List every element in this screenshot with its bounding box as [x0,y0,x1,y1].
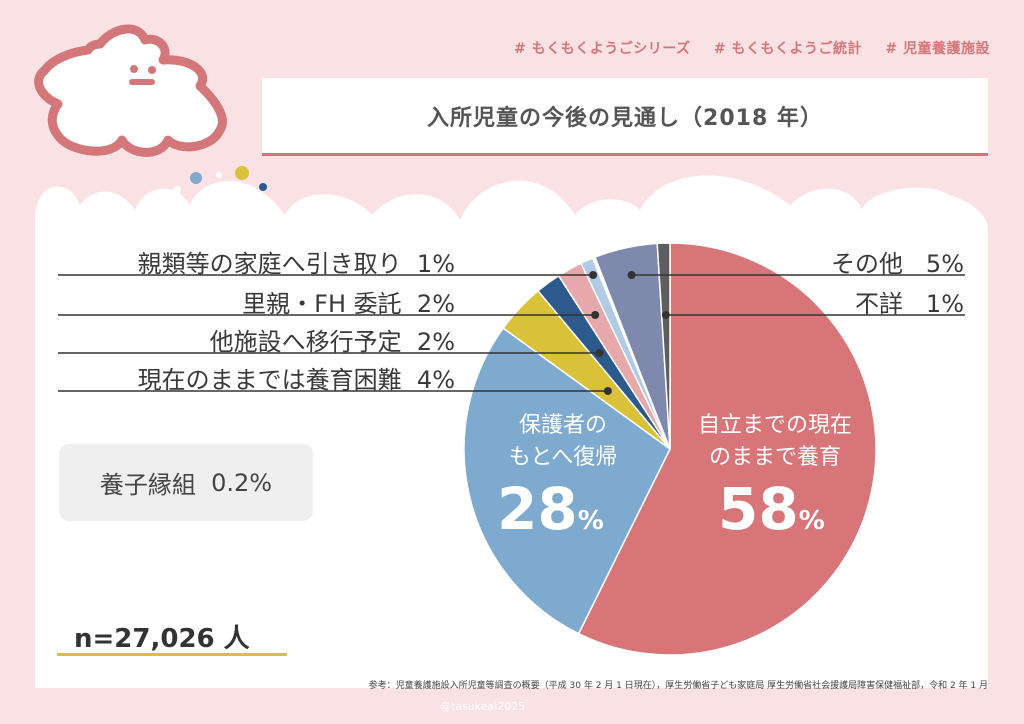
title-box: 入所児童の今後の見通し（2018 年） [262,78,988,156]
chart-title: 入所児童の今後の見通し（2018 年） [427,105,823,131]
label-other-facility: 他施設へ移行予定 2% [209,328,455,356]
pie-slice [656,242,671,450]
leader-dot [589,271,598,279]
mascot-mouth [129,79,155,85]
mascot-eye-right [148,66,156,74]
mascot-icon [34,24,227,157]
label-foster: 里親・FH 委託 2% [242,290,455,318]
value-return-home: 28% [497,475,604,543]
sample-size-underline [57,653,287,656]
leader-dot [627,271,636,279]
label-independence: 自立までの現在 のままで養育 [697,413,852,470]
dot-white-small [216,172,222,178]
label-unknown: 不詳 1% [855,290,964,318]
pie-slice [463,327,671,635]
dot-white [173,186,181,194]
dot-navy [259,183,267,191]
label-return-home: 保護者の もとへ復帰 [508,413,618,470]
leader-dot [661,311,670,319]
pie-slice [577,242,877,656]
label-difficult: 現在のままでは養育困難 4% [137,366,455,394]
leader-dot [591,311,600,319]
hashtag[interactable]: # もくもくようごシリーズ [514,41,691,57]
source-note: 参考：児童養護施設入所児童等調査の概要（平成 30 年 2 月 1 日現在），厚… [368,681,988,691]
hashtag[interactable]: # 児童養護施設 [885,41,990,57]
adoption-box: 養子縁組 0.2% [59,444,313,521]
mascot-eye-left [130,65,138,73]
label-relatives: 親類等の家庭へ引き取り 1% [137,250,455,278]
dot-blue [190,172,202,184]
leader-dot [603,387,612,395]
leader-dot [595,349,604,357]
hashtags: # もくもくようごシリーズ # もくもくようご統計 # 児童養護施設 [496,38,990,58]
sample-size: n=27,026 人 [74,624,250,654]
hashtag[interactable]: # もくもくようご統計 [713,41,863,57]
value-independence: 58% [718,475,825,543]
label-others: その他 5% [831,250,964,278]
dot-yellow [235,166,249,180]
credit: @tasukeai2025 [440,700,526,713]
